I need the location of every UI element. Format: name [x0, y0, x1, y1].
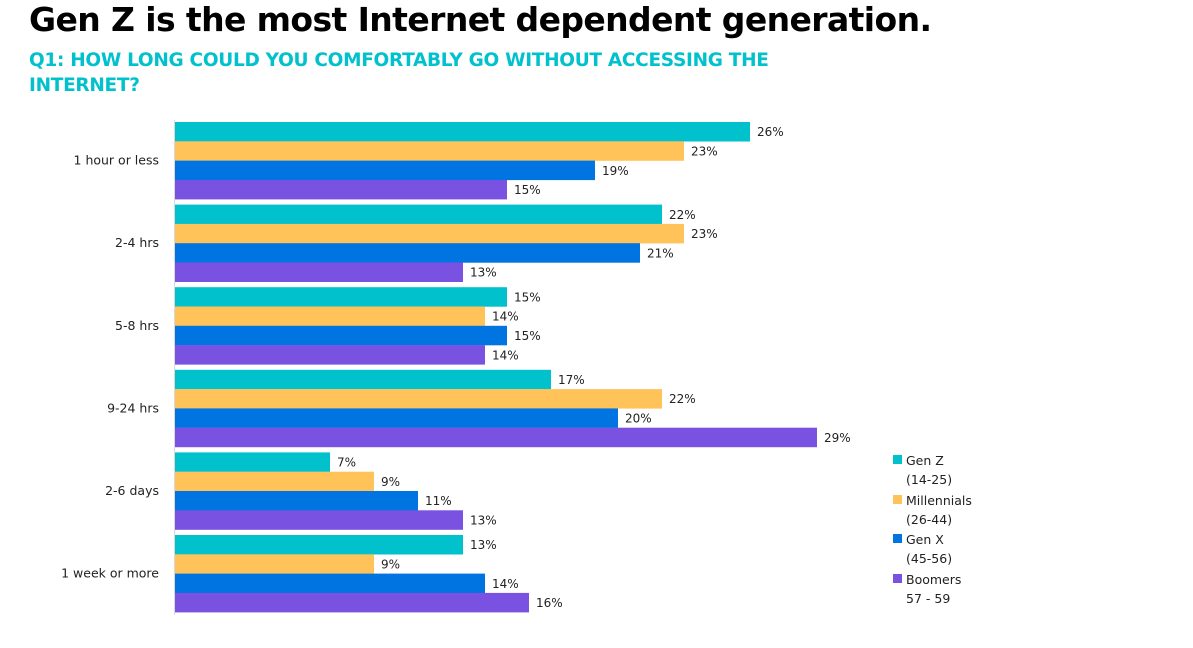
category-label-1-week-or-more: 1 week or more — [61, 566, 159, 581]
chart-title: Gen Z is the most Internet dependent gen… — [29, 0, 932, 39]
value-label-boomers-9-24-hrs: 29% — [824, 431, 851, 445]
legend-sublabel: 57 - 59 — [906, 590, 951, 606]
value-label-millennials-2-6-days: 9% — [381, 475, 400, 489]
legend-swatch-gen-x — [893, 534, 902, 543]
category-label-5-8-hrs: 5-8 hrs — [115, 318, 159, 333]
legend-sublabel: (45-56) — [906, 551, 953, 566]
value-label-millennials-5-8-hrs: 14% — [492, 310, 519, 324]
legend-label: Boomers — [906, 571, 962, 587]
legend-item-boomers: Boomers 57 - 59 — [893, 570, 972, 608]
value-label-gen-x-5-8-hrs: 15% — [514, 329, 541, 343]
value-label-gen-z-9-24-hrs: 17% — [558, 373, 585, 387]
chart-legend: Gen Z (14-25) Millennials (26-44) Gen X (45-5… — [893, 451, 972, 609]
bar-millennials-1-hour-or-less — [175, 141, 684, 161]
bar-gen-x-1-hour-or-less — [175, 160, 595, 181]
bar-millennials-9-24-hrs — [175, 389, 662, 409]
bar-gen-z-5-8-hrs — [175, 287, 507, 307]
value-label-millennials-1-hour-or-less: 23% — [691, 145, 718, 159]
bar-gen-x-2-4-hrs — [175, 243, 640, 263]
legend-item-gen-x: Gen X (45-56) — [893, 530, 972, 568]
bar-boomers-5-8-hrs — [175, 345, 485, 365]
value-label-gen-z-5-8-hrs: 15% — [514, 290, 541, 304]
bar-gen-x-1-week-or-more — [175, 573, 485, 594]
legend-sublabel: (26-44) — [906, 511, 953, 527]
value-label-boomers-2-6-days: 13% — [470, 513, 497, 527]
bar-gen-z-1-hour-or-less — [175, 122, 750, 142]
value-label-millennials-2-4-hrs: 23% — [691, 227, 718, 241]
legend-label: Gen X — [906, 532, 944, 547]
value-label-gen-z-2-6-days: 7% — [337, 456, 356, 470]
value-label-boomers-1-hour-or-less: 15% — [514, 183, 541, 197]
legend-label: Millennials — [906, 492, 972, 508]
bar-gen-x-9-24-hrs — [175, 408, 618, 428]
value-label-gen-x-2-6-days: 11% — [425, 494, 452, 508]
value-label-gen-x-1-hour-or-less: 19% — [602, 164, 629, 178]
value-label-gen-x-2-4-hrs: 21% — [647, 246, 674, 260]
value-label-gen-z-1-hour-or-less: 26% — [757, 125, 784, 139]
legend-item-millennials: Millennials (26-44) — [893, 491, 972, 529]
category-label-1-hour-or-less: 1 hour or less — [74, 153, 159, 168]
legend-item-gen-z: Gen Z (14-25) — [893, 451, 972, 489]
bar-gen-z-2-6-days — [175, 452, 330, 472]
bar-millennials-1-week-or-more — [175, 554, 374, 574]
bar-gen-z-9-24-hrs — [175, 369, 551, 390]
legend-swatch-millennials — [893, 494, 902, 504]
value-label-boomers-2-4-hrs: 13% — [470, 266, 497, 280]
legend-label: Gen Z — [906, 453, 944, 468]
value-label-gen-x-1-week-or-more: 14% — [492, 577, 519, 591]
value-label-gen-z-2-4-hrs: 22% — [669, 208, 696, 222]
bar-boomers-1-hour-or-less — [175, 179, 507, 200]
category-label-9-24-hrs: 9-24 hrs — [107, 400, 159, 415]
bar-millennials-5-8-hrs — [175, 306, 485, 326]
bar-boomers-2-6-days — [175, 510, 463, 530]
value-label-boomers-5-8-hrs: 14% — [492, 348, 519, 362]
bar-millennials-2-6-days — [175, 471, 374, 492]
value-label-boomers-1-week-or-more: 16% — [536, 596, 563, 610]
chart-subtitle: Q1: HOW LONG COULD YOU COMFORTABLY GO WI… — [29, 50, 769, 96]
bar-boomers-2-4-hrs — [175, 262, 463, 282]
bar-gen-z-1-week-or-more — [175, 535, 463, 555]
bar-millennials-2-4-hrs — [175, 223, 684, 244]
category-label-2-4-hrs: 2-4 hrs — [115, 235, 159, 250]
bar-gen-x-5-8-hrs — [175, 325, 507, 346]
value-label-millennials-9-24-hrs: 22% — [669, 392, 696, 406]
bar-gen-z-2-4-hrs — [175, 204, 662, 225]
bar-boomers-9-24-hrs — [175, 427, 817, 448]
legend-swatch-boomers — [893, 573, 902, 583]
value-label-millennials-1-week-or-more: 9% — [381, 557, 400, 571]
legend-sublabel: (14-25) — [906, 472, 953, 487]
bar-gen-x-2-6-days — [175, 491, 418, 511]
value-label-gen-z-1-week-or-more: 13% — [470, 538, 497, 552]
value-label-gen-x-9-24-hrs: 20% — [625, 412, 652, 426]
bar-boomers-1-week-or-more — [175, 592, 529, 613]
category-label-2-6-days: 2-6 days — [105, 483, 159, 498]
legend-swatch-gen-z — [893, 455, 902, 464]
